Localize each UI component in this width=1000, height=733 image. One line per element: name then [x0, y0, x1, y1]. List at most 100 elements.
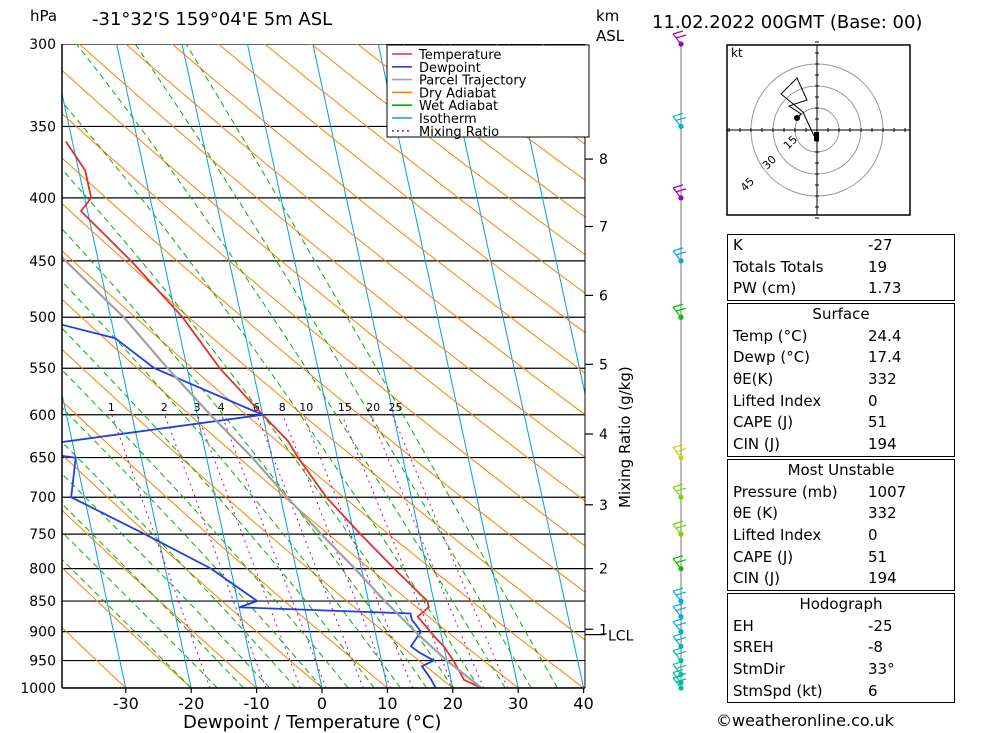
mixing-ratio-line	[221, 414, 327, 688]
pressure-tick-label: 450	[29, 254, 56, 270]
mixing-ratio-label: 4	[218, 401, 225, 414]
most-unstable-title: Most Unstable	[787, 461, 895, 479]
surface-row: θE(K) 332	[733, 370, 897, 389]
isotherm-line	[443, 44, 585, 688]
hodo-row: StmSpd (kt) 6	[733, 681, 878, 700]
dry-adiabat-line	[62, 566, 192, 688]
dry-adiabat-line	[62, 112, 585, 547]
mu-row: Lifted Index 0	[733, 526, 878, 545]
dry-adiabat-line	[62, 454, 323, 688]
series-dewpoint	[62, 323, 437, 688]
hodograph-unit-label: kt	[731, 46, 743, 60]
mixing-ratio-line	[111, 414, 211, 688]
dry-adiabat-line	[62, 626, 127, 688]
mixing-ratio-label: 1	[108, 401, 115, 414]
km-label: km	[596, 7, 619, 25]
mixing-ratio-label: 20	[366, 401, 380, 414]
dry-adiabat-line	[264, 44, 585, 294]
plot-area	[62, 44, 585, 688]
pressure-tick-label: 350	[29, 119, 56, 135]
dry-adiabat-line	[62, 348, 454, 688]
series-group	[62, 141, 483, 688]
pressure-tick-label: 300	[29, 37, 56, 53]
mixing-ratio-line	[164, 414, 267, 688]
isotherm-line	[246, 44, 388, 688]
surface-row: CAPE (J) 51	[733, 413, 888, 432]
isotherm-line	[62, 392, 127, 688]
wind-barb	[672, 632, 687, 647]
surface-row: Lifted Index 0	[733, 391, 878, 410]
height-tick-label: 6	[599, 288, 608, 304]
most-unstable-table: Most Unstable Pressure (mb) 1007 θE (K) 33…	[727, 459, 955, 592]
pressure-tick-label: 900	[29, 625, 56, 641]
hodograph-trace	[780, 77, 815, 137]
dry-adiabat-line	[171, 44, 585, 374]
location-title: -31°32'S 159°04'E 5m ASL	[92, 9, 332, 30]
wind-barb	[672, 520, 687, 535]
wind-barb	[672, 444, 687, 458]
legend-item: Mixing Ratio	[419, 125, 499, 140]
temperature-tick-label: 20	[443, 694, 463, 713]
wet-adiabat-line	[76, 44, 506, 688]
surface-table: Surface Temp (°C) 24.4 Dewp (°C) 17.4 θE(K…	[727, 303, 955, 457]
temperature-tick-label: -10	[244, 694, 270, 713]
legend-item: Dry Adiabat	[419, 86, 496, 101]
wet-adiabat-line	[62, 406, 323, 688]
hodograph-title: Hodograph	[799, 595, 883, 613]
mixing-ratio-axis-label: Mixing Ratio (g/kg)	[616, 366, 634, 508]
height-tick-label: 7	[599, 220, 608, 236]
height-tick-label: 2	[599, 562, 608, 578]
index-row-k: K -27	[733, 236, 893, 254]
hodo-row: StmDir 33°	[733, 660, 895, 679]
wind-barb	[672, 112, 687, 127]
temperature-tick-label: -20	[178, 694, 204, 713]
surface-row: Dewp (°C) 17.4	[733, 348, 902, 367]
mixing-ratio-label: 15	[338, 401, 352, 414]
wind-barbs	[672, 30, 687, 691]
dry-adiabat-line	[217, 44, 585, 334]
pressure-tick-label: 400	[29, 191, 56, 207]
legend-item: Dewpoint	[419, 61, 481, 76]
dry-adiabat-line	[62, 202, 585, 641]
index-row-pw: PW (cm) 1.73	[733, 279, 902, 298]
isotherm-line	[377, 44, 519, 688]
dry-adiabat-line	[62, 69, 585, 502]
temperature-tick-label: 0	[317, 694, 327, 713]
pressure-tick-label: 1000	[20, 681, 56, 697]
height-tick-label: 5	[599, 357, 608, 373]
dry-adiabat-line	[310, 44, 585, 256]
pressure-tick-label: 850	[29, 594, 56, 610]
credit-link[interactable]: ©weatheronline.co.uk	[716, 711, 894, 730]
temperature-tick-label: 10	[377, 694, 397, 713]
wet-adiabat-line	[62, 228, 428, 688]
mu-row: CIN (J) 194	[733, 569, 897, 588]
wet-adiabat-line	[62, 531, 218, 688]
temperature-tick-label: 40	[573, 694, 593, 713]
mixing-ratio-label: 2	[161, 401, 168, 414]
mixing-ratio-line	[197, 414, 301, 688]
wet-adiabat-line	[134, 44, 532, 688]
dry-adiabat-line	[356, 44, 585, 218]
background-lines: 1 2 3 4 6 8 10 15 20 25	[62, 44, 585, 688]
dry-adiabat-line	[62, 400, 388, 688]
hodo-row: SREH -8	[733, 638, 883, 657]
dry-adiabat-line	[62, 157, 585, 593]
pressure-tick-label: 550	[29, 361, 56, 377]
wind-barb	[672, 30, 687, 45]
mu-row: θE (K) 332	[733, 504, 897, 523]
hodograph-storm-motion	[794, 115, 800, 121]
dry-adiabat-line	[62, 298, 519, 688]
wind-barb	[672, 587, 687, 602]
dry-adiabat-line	[124, 44, 585, 416]
mixing-ratio-label: 25	[389, 401, 403, 414]
asl-label: ASL	[596, 27, 625, 45]
pressure-tick-label: 700	[29, 490, 56, 506]
series-layer	[62, 141, 483, 688]
wet-adiabat-line	[62, 327, 375, 688]
legend-item: Temperature	[418, 48, 501, 63]
wet-adiabat-line	[62, 168, 454, 688]
temperature-tick-label: 30	[508, 694, 528, 713]
